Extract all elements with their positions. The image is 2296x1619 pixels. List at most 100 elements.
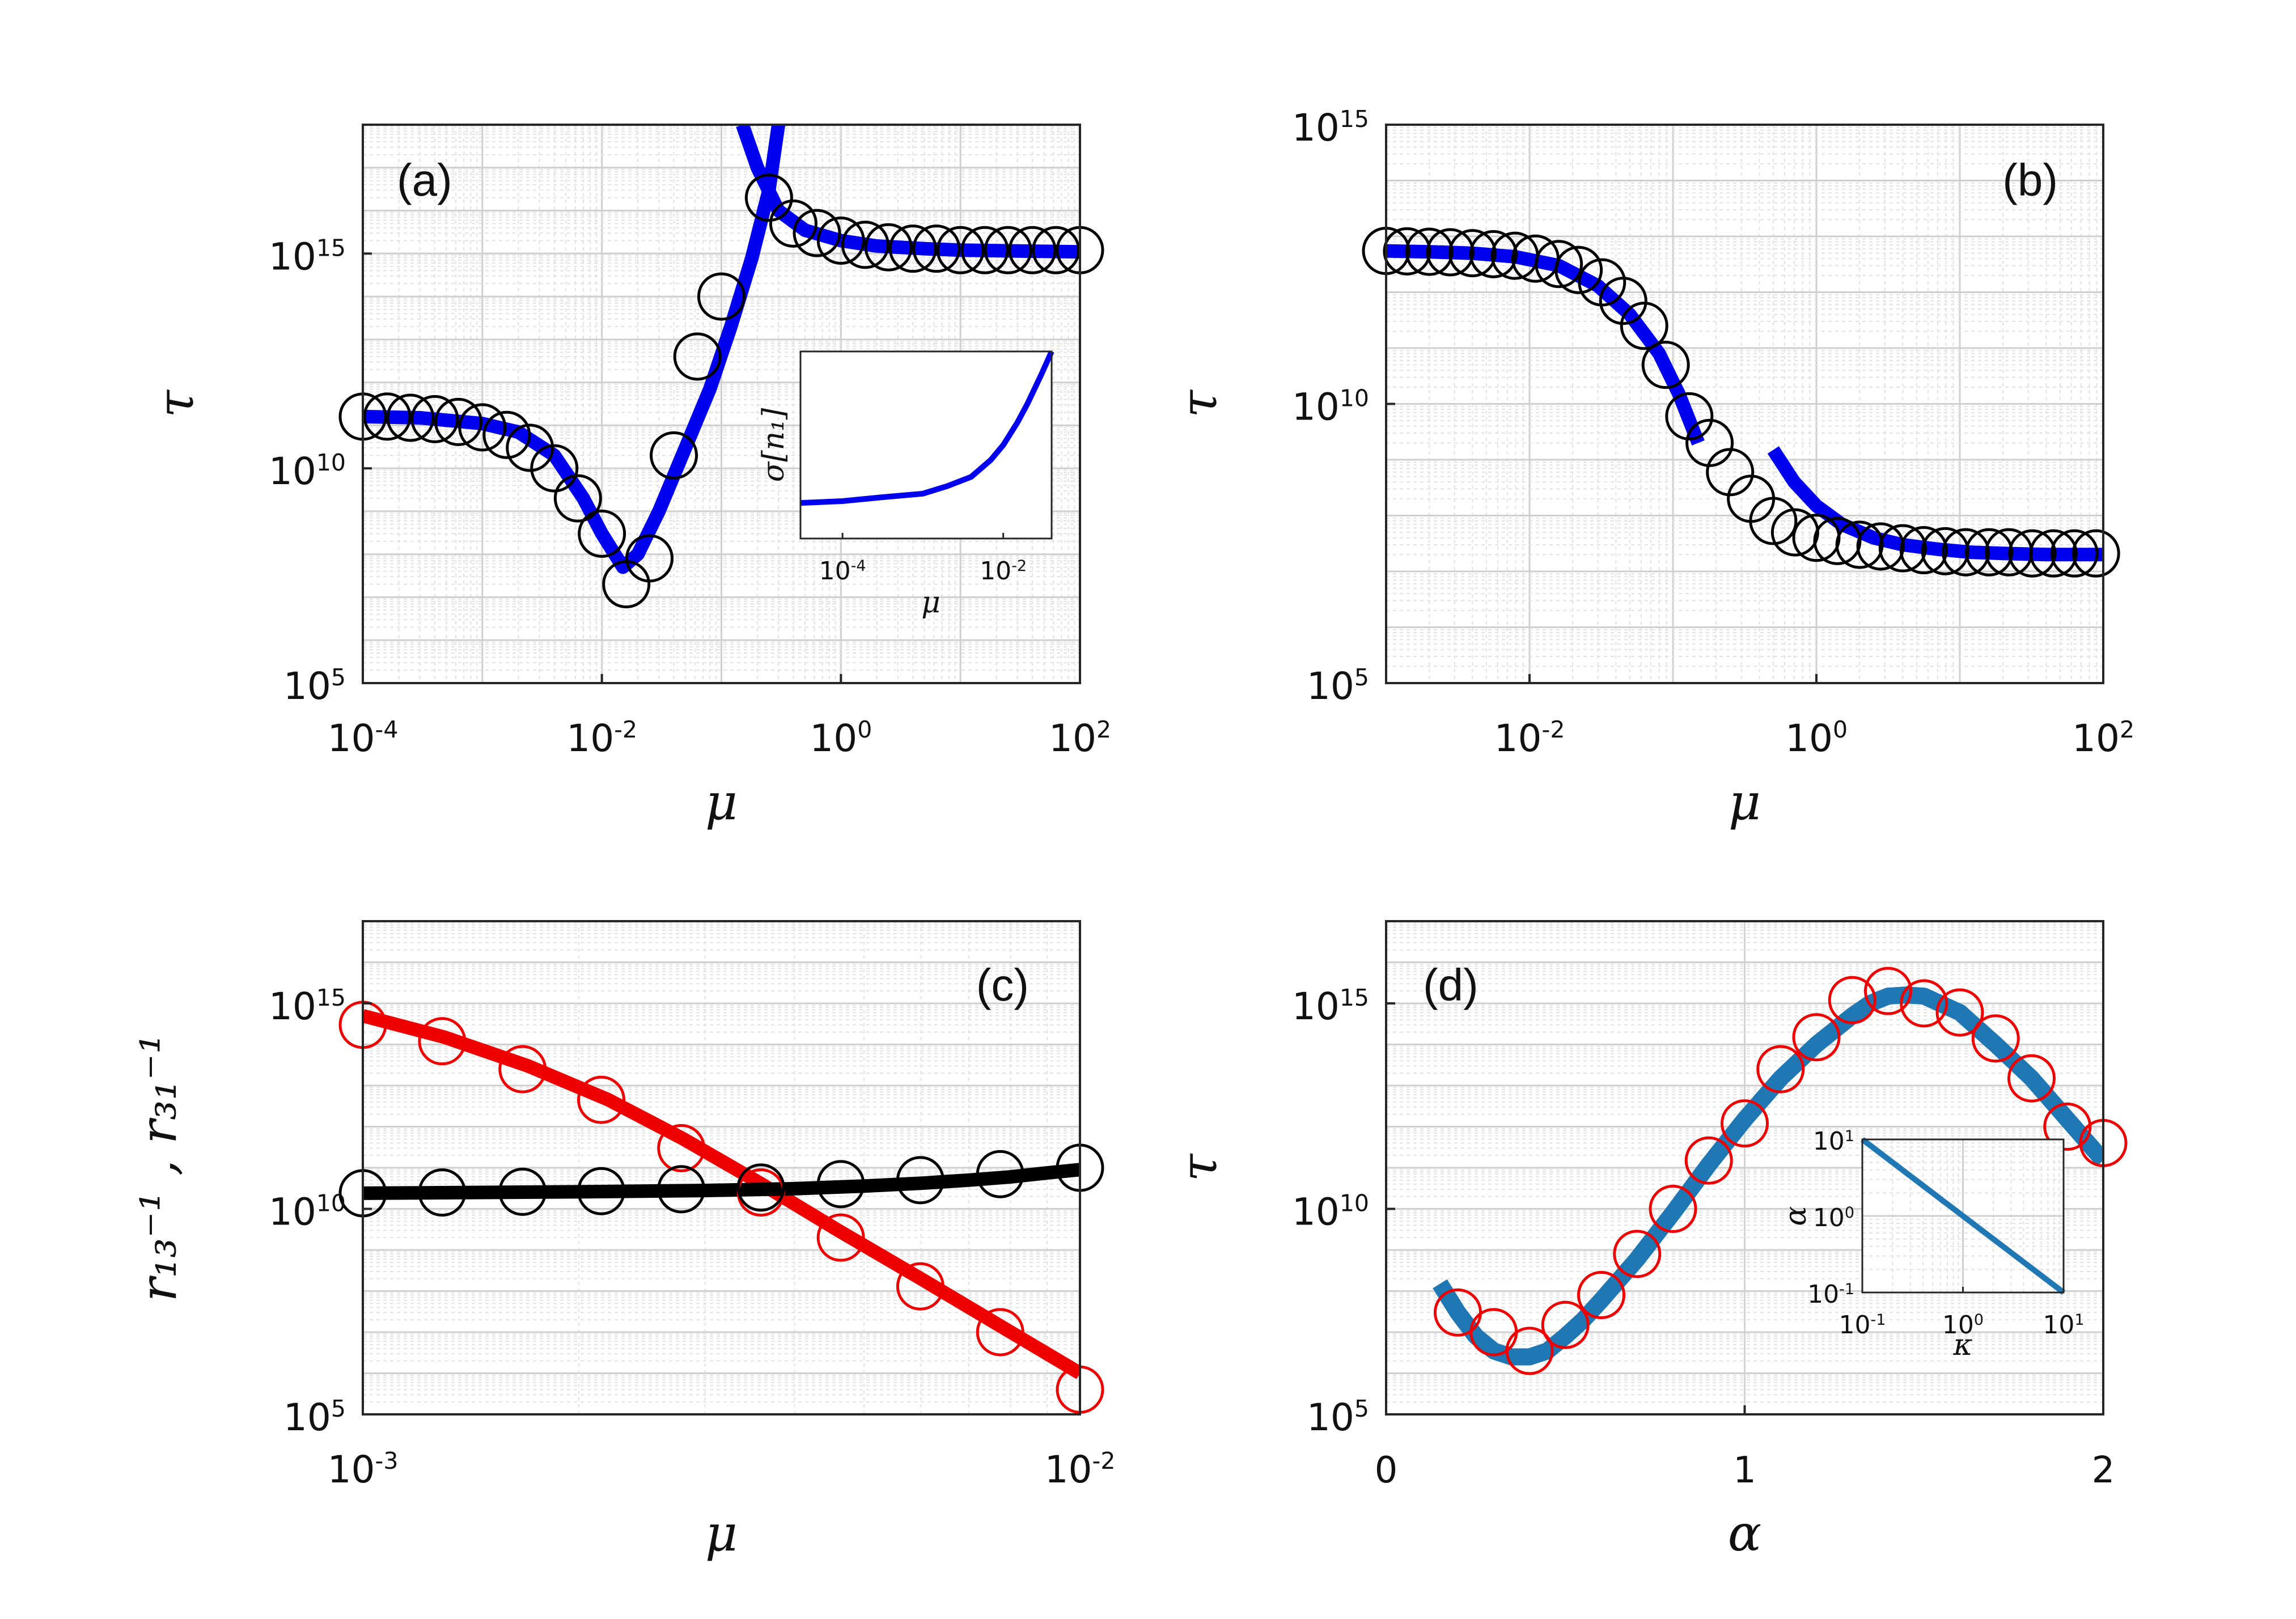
data-point: [2043, 1103, 2092, 1151]
x-axis-label: μ: [705, 773, 738, 831]
data-point: [1828, 976, 1876, 1024]
data-point: [577, 1075, 626, 1124]
data-point: [793, 209, 841, 257]
inset-x-axis-label: κ: [1952, 1328, 1972, 1362]
series-line-2: [736, 125, 1080, 259]
data-point: [1864, 967, 1912, 1015]
inset-x-tick-label: 100: [1942, 1311, 1984, 1340]
panel-label: (b): [2002, 155, 2058, 205]
panel-d: 0 1 2 105 1010 1015 α τ (d) 10-1 100 101 10-1 100 101 κ…: [1170, 920, 2128, 1562]
x-tick-label: 10-2: [566, 716, 637, 760]
x-tick-label: 100: [810, 716, 872, 760]
data-point: [1620, 302, 1668, 350]
data-point: [482, 410, 531, 459]
y-tick-label: 105: [1307, 1395, 1369, 1439]
data-point: [657, 1124, 706, 1172]
data-point: [1405, 227, 1454, 276]
inset-area: [800, 351, 1052, 539]
data-point: [1899, 526, 1948, 575]
inset-a: 10-4 10-2 μ σ[n₁]: [757, 350, 1054, 620]
panel-a: 10-4 10-2 100 102 105 1010 1015 μ τ (a) 10-4 10-2 μ σ…: [146, 124, 1111, 831]
y-tick-label: 1015: [269, 984, 346, 1028]
data-point: [530, 444, 579, 493]
x-tick-label: 10-3: [328, 1447, 399, 1491]
x-tick-label: 10-2: [1045, 1447, 1116, 1491]
data-point: [1032, 226, 1081, 274]
x-axis-label: μ: [705, 1504, 738, 1562]
data-point: [1756, 1045, 1805, 1094]
y-tick-label: 1010: [269, 449, 346, 493]
inset-frame: [799, 350, 1053, 540]
series-line-1: [1433, 986, 2103, 1366]
data-point: [1878, 524, 1927, 573]
data-point: [912, 224, 961, 273]
inset-y-axis-label: σ[n₁]: [757, 408, 791, 482]
panel-label: (a): [397, 155, 452, 205]
data-point: [984, 226, 1032, 274]
data-point: [506, 423, 554, 472]
y-tick-label: 1015: [1292, 984, 1369, 1028]
data-point: [578, 510, 626, 558]
data-point: [650, 431, 698, 480]
data-point: [577, 1167, 626, 1215]
data-point: [2007, 1054, 2056, 1103]
data-layer: [363, 1009, 1080, 1379]
panel-label: (c): [976, 960, 1029, 1010]
x-tick-label: 2: [2092, 1450, 2115, 1491]
data-point: [841, 221, 889, 269]
data-point: [1541, 1300, 1590, 1349]
inset-y-axis-label: α: [1779, 1206, 1813, 1226]
panel-c: 10-3 10-2 105 1010 1015 μ r₁₃⁻¹ , r₃₁⁻¹ (c): [129, 920, 1116, 1562]
inset-x-axis-label: μ: [921, 586, 941, 620]
x-tick-label: 1: [1733, 1450, 1756, 1491]
y-axis-label: τ: [146, 389, 205, 418]
inset-d: 10-1 100 101 10-1 100 101 κ α: [1779, 1127, 2085, 1362]
data-point: [816, 1160, 865, 1209]
data-point: [2029, 529, 2078, 578]
inset-y-tick-label: 101: [1813, 1127, 1854, 1156]
data-point: [673, 332, 722, 381]
inset-series-line: [1860, 1137, 2066, 1295]
y-tick-label: 1015: [1292, 105, 1369, 150]
data-point: [888, 224, 937, 273]
y-tick-label: 1010: [269, 1190, 346, 1234]
x-tick-label: 10-4: [328, 716, 399, 760]
panel-label: (d): [1423, 960, 1479, 1010]
y-axis-label: τ: [1170, 389, 1228, 418]
data-point: [1426, 228, 1475, 277]
inset-y-tick-label: 10-1: [1807, 1280, 1854, 1309]
data-layer: [1433, 986, 2103, 1366]
data-point: [418, 1017, 467, 1066]
data-point: [896, 1156, 944, 1205]
x-tick-label: 100: [1785, 716, 1848, 760]
data-point: [1965, 528, 2014, 577]
data-point: [1935, 988, 1984, 1037]
data-point: [960, 226, 1009, 274]
data-point: [1383, 227, 1431, 276]
x-axis-label: μ: [1729, 773, 1761, 831]
y-tick-label: 105: [283, 1395, 346, 1439]
data-point: [936, 226, 985, 274]
inset-series-line: [800, 350, 1054, 506]
x-tick-label: 102: [2072, 716, 2134, 760]
data-point: [498, 1045, 547, 1094]
data-point: [816, 216, 865, 265]
data-point: [418, 1168, 467, 1217]
data-point: [1469, 230, 1518, 278]
data-point: [498, 1167, 547, 1216]
data-point: [2008, 529, 2057, 578]
data-point: [1665, 392, 1714, 440]
data-point: [1505, 1326, 1554, 1375]
data-point: [2072, 529, 2120, 578]
data-point: [1971, 1014, 2020, 1063]
data-point: [736, 1163, 785, 1212]
data-point: [2050, 529, 2099, 578]
axes-frame: [362, 124, 1081, 684]
data-point: [976, 1150, 1024, 1198]
data-point: [434, 397, 483, 446]
inset-y-tick-label: 100: [1813, 1203, 1854, 1232]
data-point: [1941, 528, 1990, 577]
data-point: [1535, 240, 1583, 289]
x-tick-label: 10-2: [1494, 716, 1565, 760]
